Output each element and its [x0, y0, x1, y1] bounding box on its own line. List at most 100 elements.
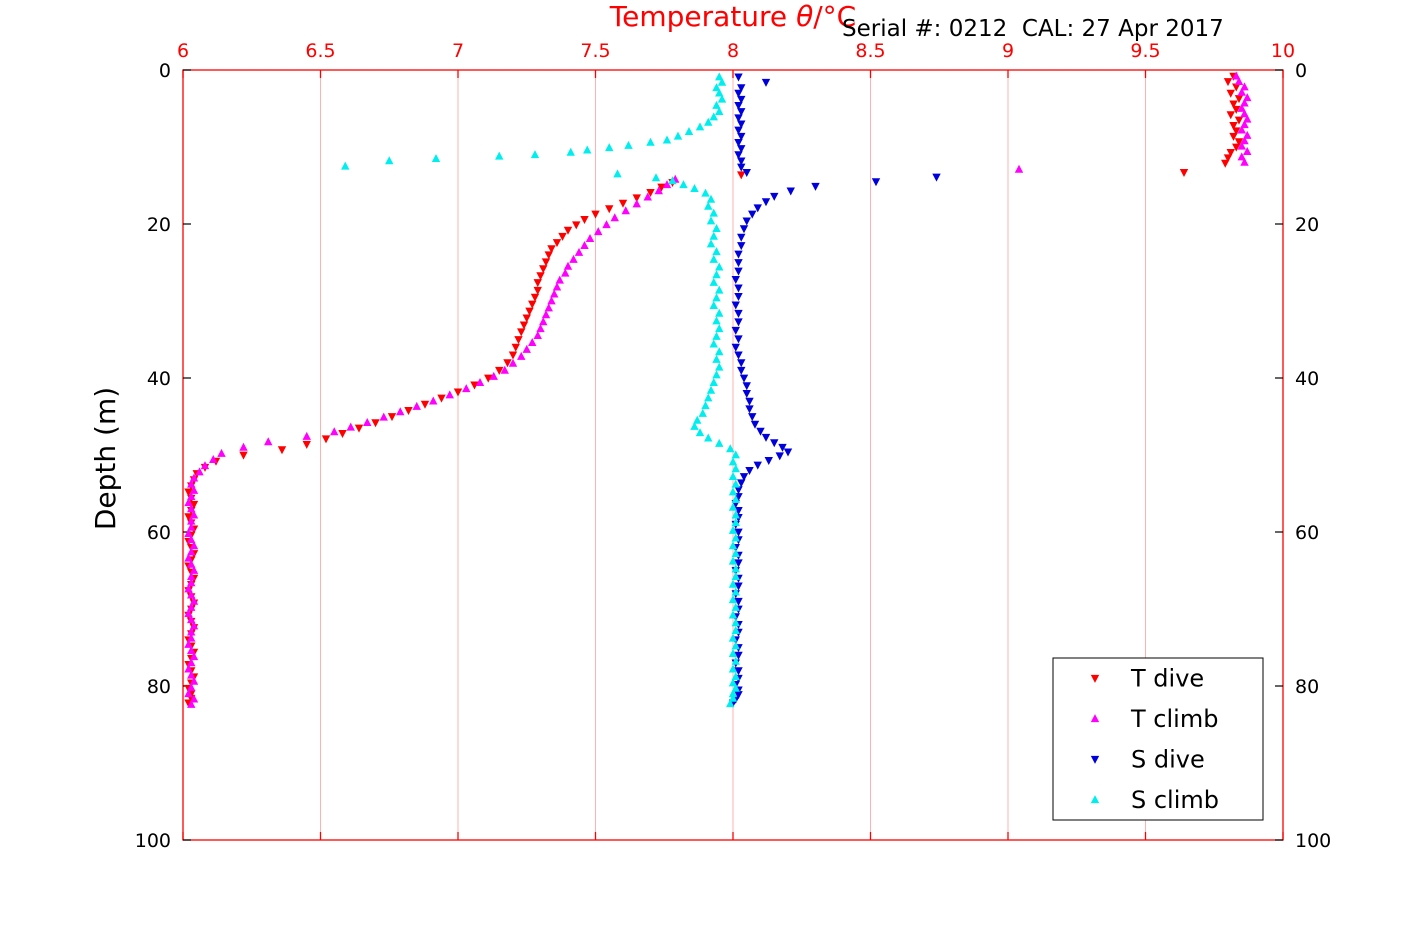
data-point: [734, 89, 743, 98]
data-point: [734, 582, 743, 591]
data-point: [605, 205, 614, 214]
data-point: [302, 431, 311, 440]
data-point: [742, 390, 751, 398]
data-point: [536, 324, 545, 333]
data-point: [187, 491, 196, 500]
data-point: [533, 286, 542, 295]
data-point: [709, 254, 718, 263]
legend-label: S dive: [1131, 745, 1205, 773]
data-point: [552, 239, 562, 248]
x-tick-label: 8: [727, 40, 739, 62]
data-point: [1229, 132, 1238, 141]
data-point: [544, 303, 553, 312]
chart-title: Temperature θ/°C: [183, 0, 1283, 33]
x-tick-label: 8.5: [855, 40, 885, 62]
data-point: [605, 143, 614, 152]
data-point: [184, 498, 193, 507]
data-point: [1223, 78, 1233, 87]
data-point: [187, 504, 196, 513]
data-point: [187, 682, 196, 691]
data-point: [200, 461, 210, 470]
data-point: [731, 625, 740, 634]
data-point: [728, 678, 738, 687]
data-point: [709, 339, 718, 348]
data-point: [184, 609, 193, 618]
data-point: [715, 308, 724, 317]
data-point: [734, 351, 743, 360]
data-point: [737, 120, 746, 129]
data-point: [445, 390, 454, 399]
data-point: [709, 231, 718, 240]
data-point: [712, 316, 721, 325]
data-point: [404, 406, 413, 415]
series-t-climb: [184, 71, 1252, 708]
data-point: [737, 84, 746, 93]
data-point: [610, 213, 619, 222]
data-point: [189, 541, 199, 550]
data-point: [706, 385, 716, 394]
data-point: [514, 336, 523, 345]
data-point: [737, 479, 746, 488]
data-point: [1237, 152, 1246, 161]
data-point: [715, 438, 724, 447]
data-point: [530, 293, 540, 302]
data-point: [437, 394, 446, 403]
data-point: [561, 268, 570, 277]
data-point: [379, 412, 388, 421]
data-point: [547, 296, 556, 305]
data-point: [187, 535, 196, 544]
data-point: [745, 467, 754, 475]
data-point: [737, 171, 746, 180]
data-point: [533, 331, 542, 340]
data-point: [734, 151, 743, 160]
title-prefix: Temperature: [609, 0, 797, 33]
data-point: [783, 448, 793, 457]
data-point: [239, 451, 248, 460]
data-point: [508, 358, 518, 367]
data-point: [187, 699, 196, 708]
data-point: [731, 656, 740, 665]
data-point: [731, 587, 740, 596]
data-point: [731, 450, 740, 459]
data-point: [1243, 130, 1252, 139]
data-point: [189, 485, 199, 494]
data-point: [734, 597, 743, 606]
y-tick-label-right: 40: [1295, 368, 1319, 390]
data-point: [569, 254, 578, 263]
data-point: [189, 596, 199, 605]
data-point: [187, 633, 196, 642]
data-point: [1237, 125, 1246, 134]
data-point: [734, 284, 743, 293]
data-point: [715, 88, 724, 97]
data-point: [354, 424, 364, 433]
data-point: [761, 433, 771, 442]
data-point: [1229, 122, 1238, 131]
data-point: [728, 471, 738, 480]
data-point: [693, 415, 702, 424]
data-point: [517, 328, 526, 337]
data-point: [706, 216, 716, 225]
data-point: [728, 541, 738, 550]
data-point: [544, 251, 553, 260]
data-point: [602, 220, 611, 229]
data-point: [517, 351, 526, 360]
data-point: [712, 224, 721, 233]
data-point: [786, 187, 795, 196]
data-point: [761, 78, 771, 87]
data-point: [734, 292, 743, 301]
data-point: [704, 433, 713, 442]
data-point: [728, 487, 738, 496]
data-point: [1234, 116, 1244, 125]
data-point: [734, 259, 743, 268]
data-point: [668, 176, 677, 185]
data-point: [1243, 114, 1252, 123]
data-point: [737, 108, 746, 117]
data-point: [737, 366, 746, 375]
data-point: [1237, 103, 1246, 112]
legend-label: S climb: [1131, 786, 1219, 814]
data-point: [528, 337, 537, 346]
data-point: [187, 615, 196, 624]
data-point: [187, 670, 196, 679]
data-point: [583, 145, 592, 154]
